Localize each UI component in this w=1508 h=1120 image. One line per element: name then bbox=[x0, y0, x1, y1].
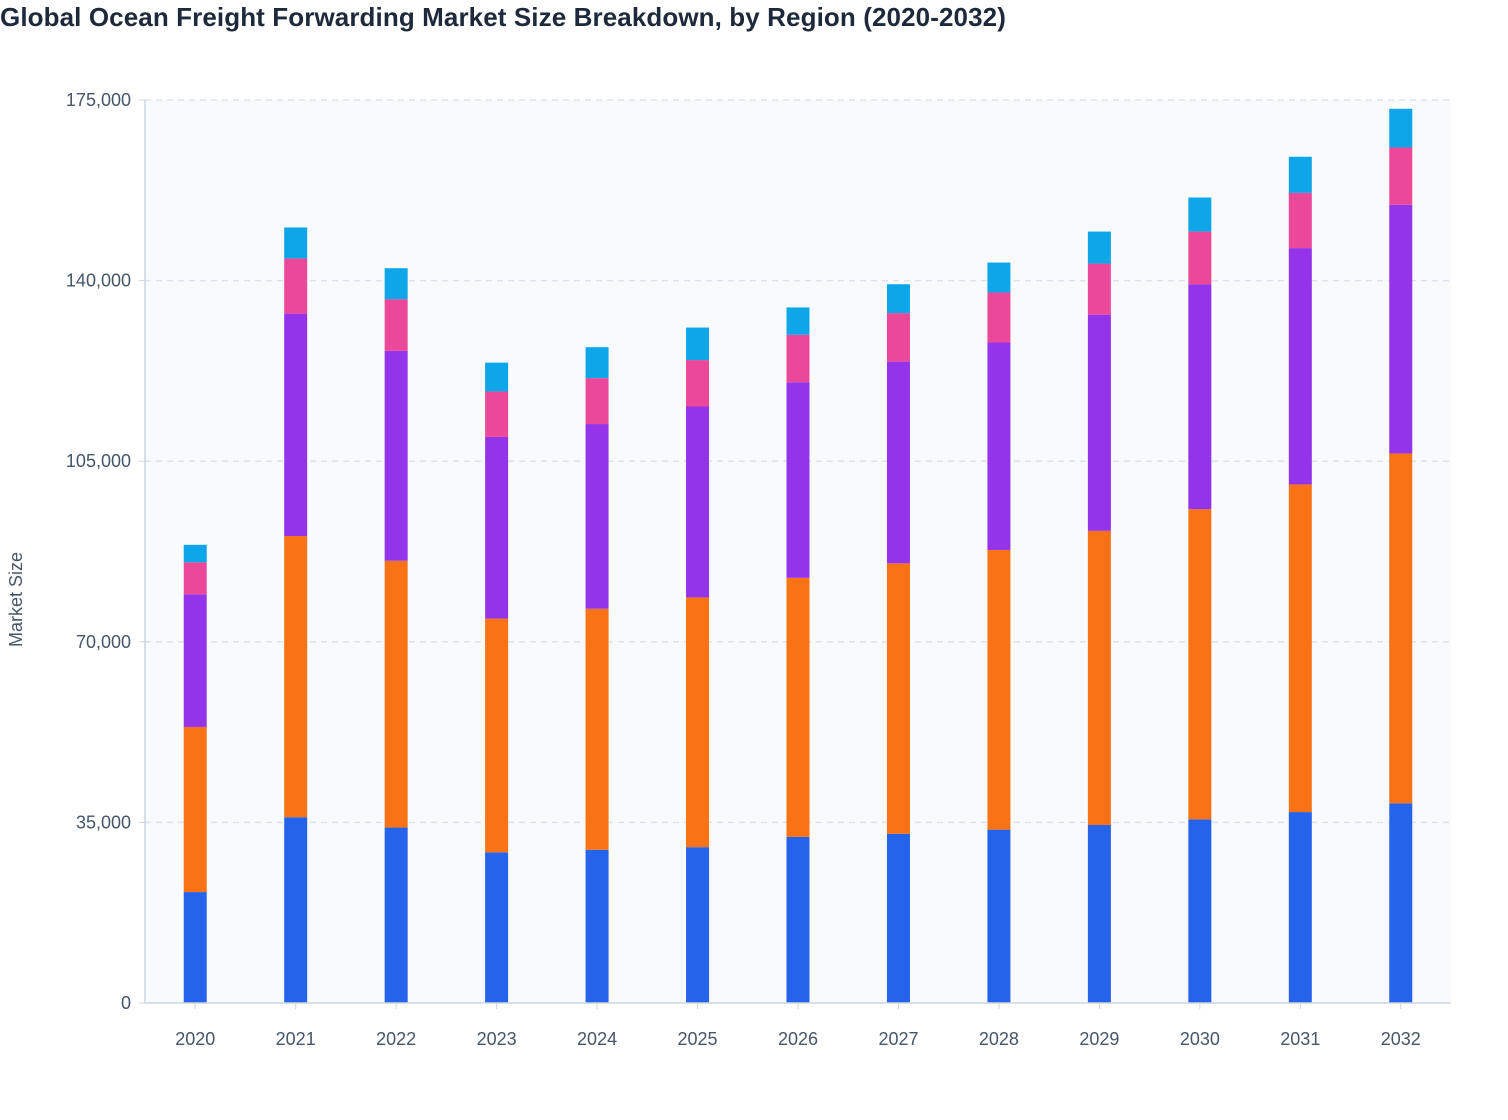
bar-segment-2028-s2 bbox=[987, 549, 1011, 830]
y-tick-label: 35,000 bbox=[76, 812, 131, 832]
bar-segment-2031-s4 bbox=[1288, 192, 1312, 249]
bar-segment-2023-s3 bbox=[485, 436, 509, 619]
y-tick-label: 70,000 bbox=[76, 632, 131, 652]
bar-segment-2021-s1 bbox=[284, 817, 308, 1003]
bar-segment-2027-s2 bbox=[886, 563, 910, 834]
bar-segment-2022-s3 bbox=[384, 350, 408, 561]
bar-segment-2032-s1 bbox=[1389, 803, 1413, 1003]
bar-segment-2022-s1 bbox=[384, 827, 408, 1003]
bar-segment-2032-s3 bbox=[1389, 204, 1413, 454]
bar-segment-2030-s5 bbox=[1188, 197, 1212, 232]
x-tick-label: 2030 bbox=[1180, 1029, 1220, 1049]
bar-segment-2022-s2 bbox=[384, 560, 408, 828]
bar-segment-2026-s1 bbox=[786, 836, 810, 1003]
bar-segment-2024-s3 bbox=[585, 424, 609, 609]
axes: 0 35,000 70,000 105,000 140,000 175,000 2020 20… bbox=[66, 90, 1451, 1049]
bar-segment-2027-s5 bbox=[886, 284, 910, 314]
bar-segment-2031-s5 bbox=[1288, 156, 1312, 193]
bar-segment-2023-s2 bbox=[485, 618, 509, 853]
bar-segment-2031-s1 bbox=[1288, 812, 1312, 1003]
bar-segment-2024-s2 bbox=[585, 608, 609, 850]
bar-segment-2025-s2 bbox=[686, 597, 710, 848]
y-tick-label: 105,000 bbox=[66, 451, 131, 471]
bar-segment-2026-s2 bbox=[786, 577, 810, 837]
bar-segment-2027-s1 bbox=[886, 833, 910, 1003]
bar-segment-2032-s4 bbox=[1389, 147, 1413, 205]
bar-segment-2021-s2 bbox=[284, 536, 308, 818]
bar-segment-2028-s3 bbox=[987, 342, 1011, 550]
bar-segment-2029-s3 bbox=[1087, 314, 1111, 531]
bar-segment-2020-s3 bbox=[183, 594, 207, 727]
bar-segment-2027-s4 bbox=[886, 313, 910, 362]
x-tick-label: 2027 bbox=[878, 1029, 918, 1049]
bar-segment-2026-s3 bbox=[786, 382, 810, 578]
bar-segment-2028-s1 bbox=[987, 829, 1011, 1003]
bar-segment-2021-s3 bbox=[284, 313, 308, 537]
bar-segment-2023-s4 bbox=[485, 391, 509, 437]
bar-segment-2020-s2 bbox=[183, 726, 207, 893]
x-tick-label: 2031 bbox=[1280, 1029, 1320, 1049]
bar-segment-2030-s2 bbox=[1188, 509, 1212, 820]
x-tick-label: 2020 bbox=[175, 1029, 215, 1049]
x-tick-label: 2028 bbox=[979, 1029, 1019, 1049]
bar-segment-2021-s5 bbox=[284, 227, 308, 259]
bar-segment-2023-s5 bbox=[485, 362, 509, 392]
bar-segment-2031-s3 bbox=[1288, 248, 1312, 485]
bar-segment-2023-s1 bbox=[485, 852, 509, 1003]
bar-segment-2025-s5 bbox=[686, 327, 710, 361]
bar-segment-2028-s5 bbox=[987, 262, 1011, 293]
bar-segment-2027-s3 bbox=[886, 361, 910, 564]
bar-segment-2029-s4 bbox=[1087, 263, 1111, 315]
bar-segment-2025-s3 bbox=[686, 406, 710, 598]
bar-segment-2022-s5 bbox=[384, 268, 408, 300]
y-tick-label: 0 bbox=[121, 993, 131, 1013]
bar-segment-2025-s1 bbox=[686, 847, 710, 1003]
x-tick-label: 2023 bbox=[477, 1029, 517, 1049]
bar-segment-2020-s4 bbox=[183, 562, 207, 595]
y-axis-title: Market Size bbox=[6, 552, 26, 647]
bar-segment-2020-s5 bbox=[183, 544, 207, 563]
bar-segment-2031-s2 bbox=[1288, 484, 1312, 813]
x-tick-label: 2025 bbox=[678, 1029, 718, 1049]
bar-segment-2030-s3 bbox=[1188, 284, 1212, 510]
x-tick-label: 2032 bbox=[1381, 1029, 1421, 1049]
bar-segment-2029-s1 bbox=[1087, 824, 1111, 1003]
bars bbox=[183, 108, 1413, 1003]
bar-segment-2025-s4 bbox=[686, 360, 710, 407]
bar-segment-2028-s4 bbox=[987, 292, 1011, 343]
bar-segment-2022-s4 bbox=[384, 299, 408, 351]
bar-segment-2020-s1 bbox=[183, 892, 207, 1003]
x-tick-label: 2021 bbox=[276, 1029, 316, 1049]
bar-segment-2030-s4 bbox=[1188, 231, 1212, 285]
bar-segment-2024-s1 bbox=[585, 849, 609, 1003]
chart-title: Global Ocean Freight Forwarding Market S… bbox=[0, 2, 1006, 32]
bar-segment-2026-s4 bbox=[786, 334, 810, 383]
x-tick-label: 2024 bbox=[577, 1029, 617, 1049]
x-tick-label: 2026 bbox=[778, 1029, 818, 1049]
bar-segment-2029-s2 bbox=[1087, 530, 1111, 825]
bar-segment-2024-s4 bbox=[585, 378, 609, 425]
y-tick-label: 175,000 bbox=[66, 90, 131, 110]
bar-segment-2032-s5 bbox=[1389, 108, 1413, 148]
x-tick-label: 2022 bbox=[376, 1029, 416, 1049]
bar-segment-2021-s4 bbox=[284, 258, 308, 314]
bar-segment-2029-s5 bbox=[1087, 231, 1111, 264]
y-tick-label: 140,000 bbox=[66, 271, 131, 291]
bar-segment-2030-s1 bbox=[1188, 819, 1212, 1003]
bar-segment-2032-s2 bbox=[1389, 453, 1413, 804]
x-tick-label: 2029 bbox=[1079, 1029, 1119, 1049]
bar-segment-2024-s5 bbox=[585, 347, 609, 379]
bar-segment-2026-s5 bbox=[786, 307, 810, 335]
